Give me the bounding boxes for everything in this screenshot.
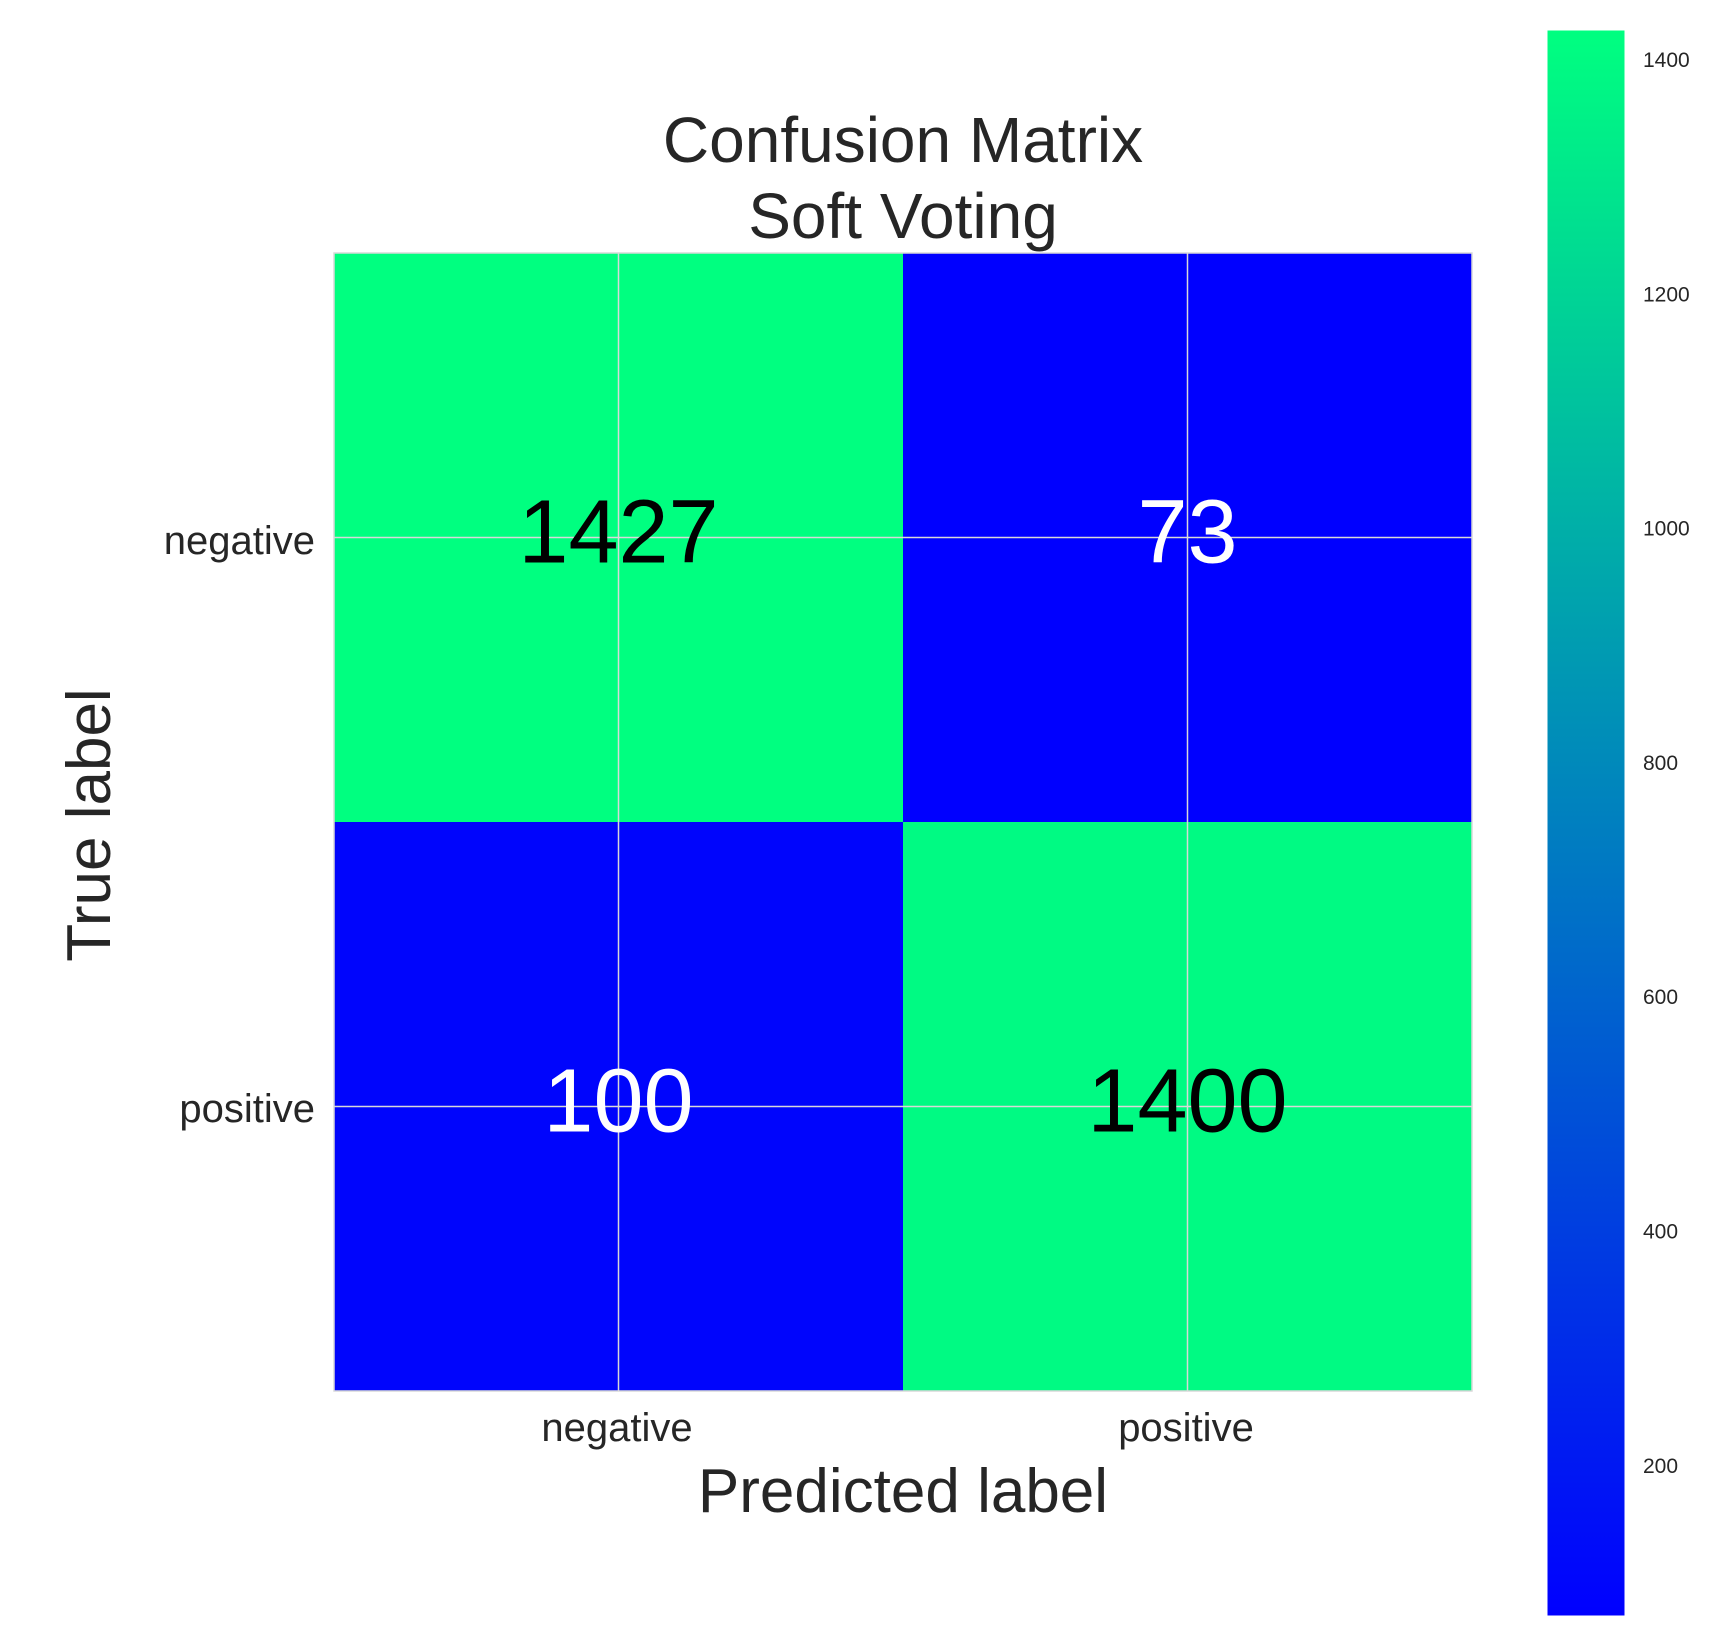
cell-value-positive-positive: 1400	[1087, 1051, 1287, 1151]
cell-value-negative-negative: 1427	[518, 482, 718, 582]
cell-value-labels: 1427 73 100 1400	[518, 482, 1287, 1151]
chart-title-line-2: Soft Voting	[748, 180, 1058, 252]
colorbar-tick-label: 1200	[1643, 283, 1690, 306]
heatmap-cells	[334, 253, 1473, 1392]
x-tick-label-negative: negative	[541, 1406, 692, 1450]
y-tick-label-positive: positive	[179, 1087, 315, 1131]
colorbar-tick-label: 200	[1643, 1455, 1678, 1478]
cell-value-negative-positive: 73	[1137, 482, 1237, 582]
x-axis-label: Predicted label	[698, 1457, 1108, 1526]
chart-title-line-1: Confusion Matrix	[663, 104, 1143, 176]
cell-value-positive-negative: 100	[543, 1051, 693, 1151]
y-axis-label: True label	[55, 688, 124, 961]
colorbar-tick-label: 1000	[1643, 518, 1690, 541]
colorbar-tick-label: 400	[1643, 1221, 1678, 1244]
y-tick-label-negative: negative	[164, 519, 315, 563]
colorbar-tick-label: 600	[1643, 986, 1678, 1009]
colorbar-tick-label: 1400	[1643, 49, 1690, 72]
grid-lines	[333, 252, 1473, 1392]
colorbar-tick-label: 800	[1643, 752, 1678, 775]
colorbar-tick-labels: 200 400 600 800 1000 1200 1400	[1643, 49, 1690, 1478]
x-tick-label-positive: positive	[1118, 1406, 1254, 1450]
plot-border	[333, 252, 1473, 1392]
colorbar	[1546, 29, 1626, 1617]
